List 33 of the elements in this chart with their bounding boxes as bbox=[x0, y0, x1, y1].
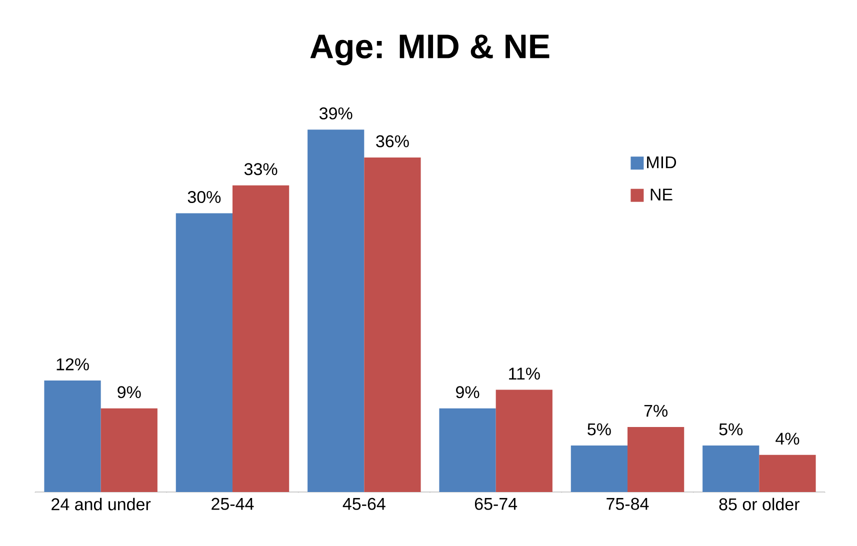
bar bbox=[496, 390, 552, 492]
data-label: 12% bbox=[56, 358, 89, 370]
bar bbox=[702, 446, 760, 492]
x-tick-label: 85 or older bbox=[719, 498, 800, 510]
x-tick-label: 65-74 bbox=[474, 498, 518, 510]
data-label: 11% bbox=[509, 368, 540, 380]
data-label: 5% bbox=[588, 423, 611, 436]
bar bbox=[570, 446, 628, 492]
x-tick-label: 45-64 bbox=[342, 498, 386, 510]
bar bbox=[308, 130, 364, 492]
legend-label: MID bbox=[647, 156, 676, 168]
data-label: 30% bbox=[188, 190, 221, 204]
data-label: 9% bbox=[118, 386, 141, 398]
legend-label: NE bbox=[650, 188, 672, 200]
x-tick-label: 25-44 bbox=[212, 498, 254, 510]
x-tick-label: 75-84 bbox=[606, 498, 649, 510]
data-label: 9% bbox=[456, 386, 480, 398]
x-tick-label: 24 and under bbox=[52, 498, 151, 510]
bar bbox=[628, 426, 684, 492]
bar bbox=[364, 157, 421, 492]
chart-title: Age: MID & NE bbox=[310, 34, 550, 66]
bar bbox=[176, 213, 232, 492]
data-label: 39% bbox=[319, 107, 352, 120]
bar bbox=[439, 408, 496, 492]
bar bbox=[44, 380, 101, 492]
bar bbox=[232, 185, 290, 492]
data-label: 33% bbox=[244, 163, 278, 176]
data-label: 36% bbox=[376, 135, 409, 148]
data-label: 5% bbox=[719, 423, 743, 436]
data-label: 4% bbox=[776, 432, 800, 445]
bar bbox=[759, 454, 816, 492]
data-label: 7% bbox=[644, 404, 668, 417]
bar bbox=[100, 408, 158, 492]
